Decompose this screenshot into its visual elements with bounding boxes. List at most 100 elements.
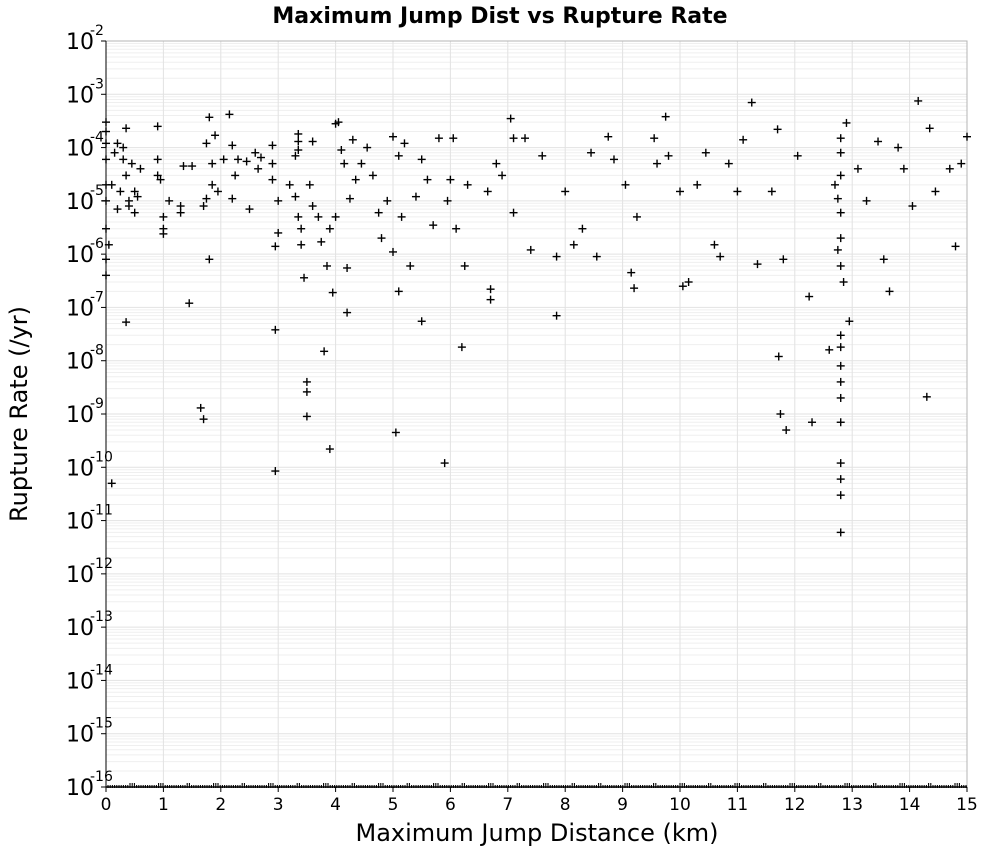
x-tick-label: 2 [215, 795, 226, 815]
data-point [836, 331, 845, 340]
data-point [561, 187, 570, 196]
data-point [294, 137, 303, 146]
data-point [122, 171, 131, 180]
data-point [297, 224, 306, 233]
data-point [664, 151, 673, 160]
x-tick-label: 9 [617, 795, 628, 815]
data-point [213, 187, 222, 196]
data-point [119, 143, 128, 152]
data-point [592, 252, 601, 261]
data-point [630, 284, 639, 293]
data-point [343, 263, 352, 272]
data-point [159, 229, 168, 238]
data-point [308, 202, 317, 211]
data-point [159, 212, 168, 221]
y-tick-exponent: -8 [90, 343, 104, 359]
data-point [156, 175, 165, 184]
y-tick-label: 10 [66, 510, 94, 535]
data-point [202, 139, 211, 148]
data-point [389, 132, 397, 141]
data-point [294, 129, 303, 138]
data-point [839, 278, 848, 287]
data-point [836, 528, 845, 537]
data-point [836, 491, 845, 500]
y-tick-exponent: -4 [90, 130, 104, 146]
x-tick-label: 11 [727, 795, 749, 815]
data-point [297, 240, 306, 249]
data-point [153, 171, 162, 180]
data-point [836, 377, 845, 386]
y-tick-label: 10 [66, 296, 94, 321]
data-point [199, 415, 208, 424]
data-point [205, 255, 214, 264]
data-point [285, 180, 294, 189]
data-point [836, 393, 845, 402]
data-point [449, 134, 458, 143]
data-point [300, 273, 309, 282]
y-tick-label: 10 [66, 616, 94, 641]
data-point [894, 143, 903, 152]
data-point [357, 159, 366, 168]
data-point [569, 240, 578, 249]
data-point [328, 288, 337, 297]
data-point [676, 187, 684, 196]
data-point [302, 377, 311, 386]
data-point [325, 445, 334, 454]
data-point [394, 151, 403, 160]
data-point [254, 164, 263, 173]
data-point [351, 175, 360, 184]
y-axis-label: Rupture Rate (/yr) [5, 306, 33, 522]
data-point [914, 96, 923, 105]
data-point [113, 139, 122, 148]
data-point [753, 260, 762, 269]
data-point [102, 139, 110, 148]
data-point [302, 387, 311, 396]
data-point [325, 224, 334, 233]
data-point [317, 237, 326, 246]
data-point [219, 155, 228, 164]
data-point [271, 467, 280, 476]
data-point [521, 134, 530, 143]
data-point [102, 127, 110, 136]
data-point [389, 247, 397, 256]
data-point [225, 110, 234, 119]
y-tick-exponent: -11 [90, 503, 113, 519]
data-point [124, 196, 133, 205]
data-point [423, 175, 432, 184]
data-point [836, 418, 845, 427]
data-point [397, 212, 406, 221]
data-point [632, 212, 641, 221]
data-point [133, 192, 142, 201]
data-point [291, 192, 300, 201]
x-tick-label: 15 [956, 795, 978, 815]
data-point [113, 205, 122, 214]
data-point [110, 148, 119, 157]
data-point [391, 428, 400, 437]
data-point [776, 410, 785, 418]
data-point [492, 159, 501, 168]
data-point [808, 418, 817, 427]
data-point [188, 162, 197, 171]
data-point [604, 132, 613, 141]
y-tick-label: 10 [66, 243, 94, 268]
x-tick-label: 10 [669, 795, 691, 815]
data-point [836, 459, 845, 468]
y-tick-label: 10 [66, 456, 94, 481]
data-point [268, 159, 277, 168]
data-point [102, 255, 110, 264]
data-point [836, 148, 845, 157]
x-axis-label: Maximum Jump Distance (km) [356, 819, 719, 847]
grid [105, 40, 968, 788]
data-point [879, 255, 888, 264]
data-point [716, 252, 725, 261]
data-point [862, 196, 871, 205]
y-tick-label: 10 [66, 563, 94, 588]
data-point [274, 196, 283, 205]
data-point [417, 155, 426, 164]
data-point [899, 164, 908, 173]
x-tick-label: 0 [101, 795, 112, 815]
data-point [205, 113, 214, 122]
data-point [836, 261, 845, 270]
data-point [322, 261, 331, 270]
data-point [434, 134, 443, 143]
